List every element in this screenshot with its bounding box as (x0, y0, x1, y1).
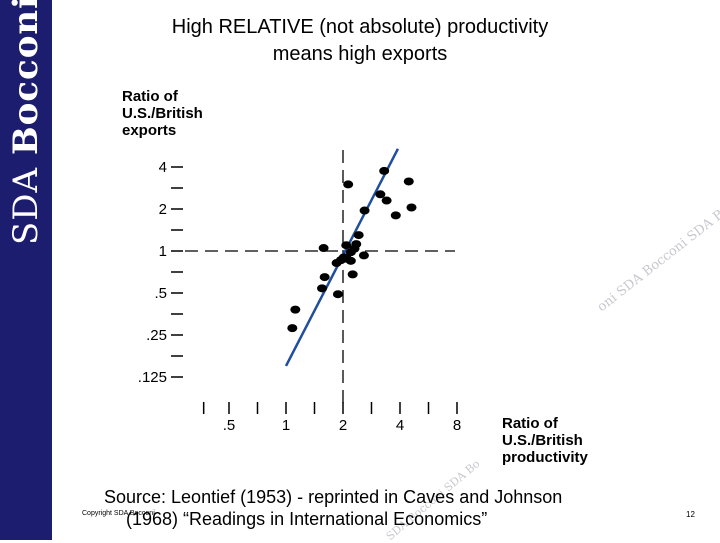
data-point (406, 203, 417, 212)
y-axis-label-line2: U.S./British (122, 105, 203, 122)
data-point (351, 240, 362, 249)
data-point (332, 290, 343, 299)
x-tick-label: 4 (396, 417, 404, 434)
data-point (345, 256, 356, 265)
data-point (318, 244, 329, 253)
data-point (287, 324, 298, 333)
y-tick-label: 4 (159, 159, 167, 176)
x-axis-label-line2: U.S./British (502, 432, 583, 449)
data-point (319, 273, 330, 282)
data-point (375, 190, 386, 199)
data-point (379, 166, 390, 175)
source-citation: Source: Leontief (1953) - reprinted in C… (104, 486, 562, 530)
data-point (353, 231, 364, 240)
data-point (381, 196, 392, 205)
y-axis-label: Ratio of U.S./British exports (122, 88, 203, 139)
data-point (317, 284, 328, 293)
x-tick-label: 8 (453, 417, 461, 434)
slide-title: High RELATIVE (not absolute) productivit… (100, 14, 620, 68)
source-line1: Source: Leontief (1953) - reprinted in C… (104, 487, 563, 507)
x-tick-label: .5 (223, 417, 236, 434)
data-point (290, 305, 301, 314)
y-tick-label: .5 (154, 285, 167, 302)
source-line2: (1968) “Readings in International Econom… (126, 509, 488, 529)
y-tick-label: 1 (159, 243, 167, 260)
x-tick-label: 2 (339, 417, 347, 434)
x-axis-label-line1: Ratio of (502, 415, 559, 432)
data-point (403, 177, 414, 186)
slide-title-line1: High RELATIVE (not absolute) productivit… (171, 16, 549, 38)
data-point (390, 211, 401, 220)
y-tick-label: .25 (146, 327, 167, 344)
x-tick-label: 1 (282, 417, 290, 434)
page-number: 12 (686, 510, 695, 519)
y-axis-label-line3: exports (122, 122, 176, 139)
brand-sidebar: SDA Bocconi (0, 0, 52, 540)
data-point (347, 270, 358, 279)
data-point (341, 241, 352, 250)
y-axis-label-line1: Ratio of (122, 88, 179, 105)
data-point (359, 206, 370, 215)
y-tick-label: 2 (159, 201, 167, 218)
slide-title-line2: means high exports (272, 43, 448, 65)
data-point (343, 180, 354, 189)
data-point (358, 251, 369, 260)
y-tick-label: .125 (138, 369, 167, 386)
x-axis-label-line3: productivity (502, 449, 588, 466)
copyright-notice: Copyright SDA Bocconi (82, 510, 155, 517)
x-axis-label: Ratio of U.S./British productivity (502, 415, 588, 466)
